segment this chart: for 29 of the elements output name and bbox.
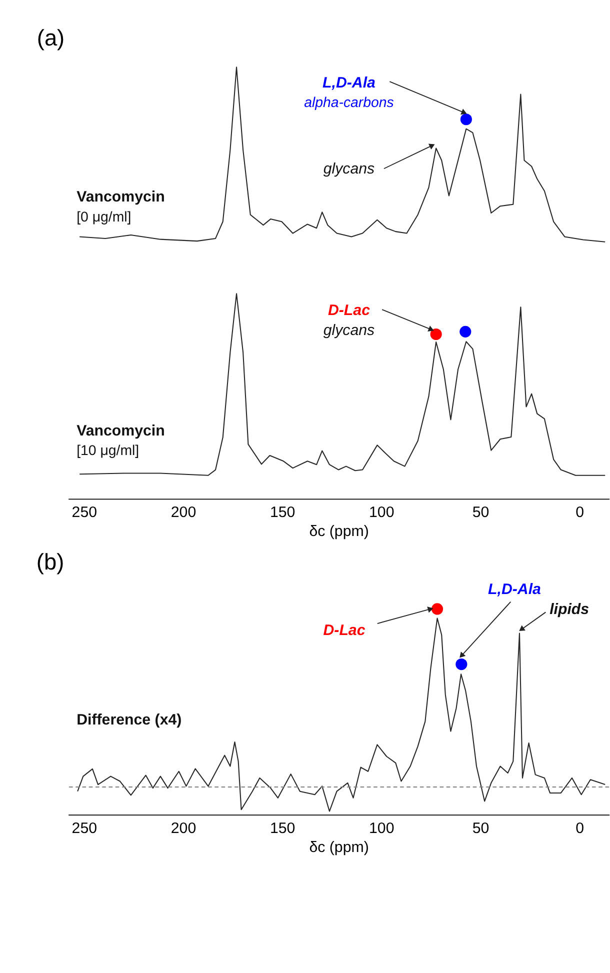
annotation: lipids — [550, 601, 590, 618]
x-tick-label: 150 — [270, 820, 296, 838]
annotation: [10 μg/ml] — [76, 443, 140, 460]
x-tick-label: 0 — [576, 820, 584, 838]
x-tick-label: 250 — [72, 504, 98, 522]
annotation: D-Lac — [323, 622, 366, 639]
x-tick-label: 50 — [472, 820, 490, 838]
x-tick-label: 50 — [472, 504, 490, 522]
annotation: D-Lac — [328, 302, 371, 320]
annotation: Vancomycin — [76, 188, 165, 206]
annotation: Vancomycin — [76, 422, 165, 440]
x-axis-title: δc (ppm) — [309, 523, 369, 540]
x-axis-title: δc (ppm) — [309, 838, 369, 856]
annotation: glycans — [323, 160, 376, 178]
chart-title: (a) — [36, 24, 65, 51]
x-tick-label: 100 — [369, 504, 394, 522]
x-tick-label: 100 — [369, 820, 394, 838]
annotation: alpha-carbons — [304, 95, 394, 112]
chart-title: (b) — [36, 548, 64, 575]
annotation: L,D-Ala — [322, 74, 376, 92]
x-tick-label: 0 — [576, 504, 584, 522]
x-tick-label: 150 — [270, 504, 296, 522]
annotation: L,D-Ala — [488, 581, 541, 598]
x-tick-label: 200 — [170, 504, 196, 522]
x-tick-label: 250 — [72, 820, 98, 838]
annotation: Difference (x4) — [76, 712, 182, 729]
annotation: glycans — [323, 322, 376, 340]
annotation: [0 μg/ml] — [76, 210, 132, 226]
x-tick-label: 200 — [170, 820, 196, 838]
